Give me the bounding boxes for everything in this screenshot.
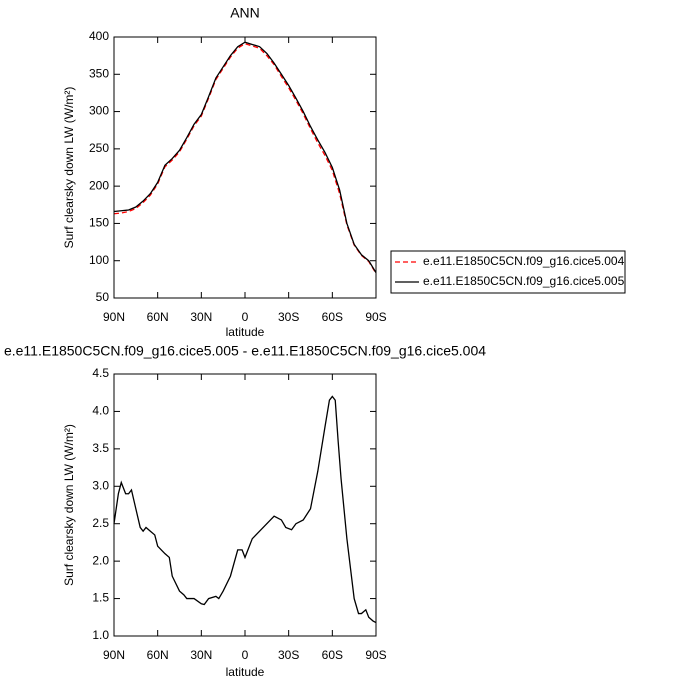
x-tick-label: 0 [242,310,249,324]
y-tick-label: 350 [89,66,109,80]
legend-label: e.e11.E1850C5CN.f09_g16.cice5.005 [423,274,625,288]
x-tick-label: 30S [278,648,299,662]
y-tick-label: 300 [89,104,109,118]
x-tick-label: 60N [147,648,169,662]
data-line [113,43,377,274]
y-tick-label: 1.5 [92,591,109,605]
x-tick-label: 90S [365,648,386,662]
x-tick-label: 60S [322,648,343,662]
y-tick-label: 150 [89,216,109,230]
y-tick-label: 2.5 [92,516,109,530]
x-tick-label: 0 [242,648,249,662]
chart-title: ANN [230,5,260,21]
y-axis-label: Surf clearsky down LW (W/m²) [62,87,76,249]
x-tick-label: 30N [190,648,212,662]
x-axis-label: latitude [226,665,265,679]
chart-title: e.e11.E1850C5CN.f09_g16.cice5.005 - e.e1… [4,343,486,359]
y-tick-label: 3.5 [92,441,109,455]
legend-box [390,250,626,294]
x-tick-label: 90N [103,310,125,324]
y-tick-label: 200 [89,178,109,192]
plot-frame [113,36,377,299]
x-tick-label: 90N [103,648,125,662]
x-tick-label: 90S [365,310,386,324]
legend-label: e.e11.E1850C5CN.f09_g16.cice5.004 [423,254,625,268]
data-line [113,41,377,273]
y-tick-label: 3.0 [92,478,109,492]
y-tick-label: 4.0 [92,404,109,418]
y-tick-label: 1.0 [92,628,109,642]
data-line [113,395,377,624]
x-tick-label: 30S [278,310,299,324]
y-tick-label: 2.0 [92,553,109,567]
x-tick-label: 60S [322,310,343,324]
y-tick-label: 4.5 [92,366,109,380]
y-tick-label: 50 [96,290,110,304]
y-axis-label: Surf clearsky down LW (W/m²) [62,424,76,586]
y-tick-label: 400 [89,29,109,43]
x-axis-label: latitude [226,325,265,339]
x-tick-label: 30N [190,310,212,324]
y-tick-label: 100 [89,253,109,267]
x-tick-label: 60N [147,310,169,324]
plot-frame [113,373,377,637]
y-tick-label: 250 [89,141,109,155]
